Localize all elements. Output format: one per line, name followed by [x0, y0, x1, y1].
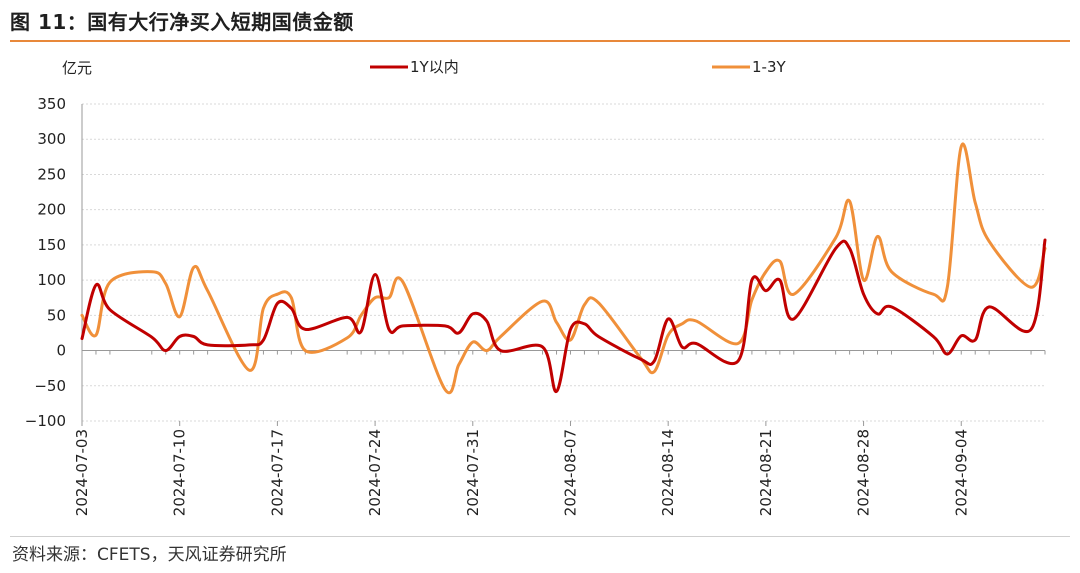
- legend-label: 1-3Y: [752, 58, 786, 76]
- legend-label: 1Y以内: [410, 58, 459, 76]
- y-axis-label: 亿元: [62, 59, 92, 77]
- legend: 1Y以内 1-3Y: [370, 58, 786, 76]
- y-tick-label: 350: [37, 95, 66, 113]
- x-tick-label: 2024-08-07: [561, 429, 579, 516]
- y-axis-ticks: 350 300 250 200 150 100 50 0 −50 −100: [25, 95, 66, 430]
- series-line-1y: [80, 238, 1047, 393]
- y-tick-label: −50: [34, 377, 66, 395]
- y-tick-label: 100: [37, 271, 66, 289]
- gridlines: [82, 103, 1045, 422]
- x-tick-label: 2024-07-03: [73, 429, 91, 516]
- y-tick-label: 250: [37, 165, 66, 183]
- y-tick-label: 150: [37, 236, 66, 254]
- zero-axis: [81, 104, 1046, 421]
- y-tick-label: 50: [47, 306, 66, 324]
- figure-title: 图 11：国有大行净买入短期国债金额: [10, 10, 354, 34]
- x-tick-label: 2024-07-17: [268, 429, 286, 516]
- series-lines: [80, 142, 1047, 394]
- x-tick-label: 2024-08-28: [855, 429, 873, 516]
- x-tick-label: 2024-09-04: [952, 429, 970, 516]
- x-tick-label: 2024-07-31: [464, 429, 482, 516]
- x-tick-label: 2024-07-24: [366, 429, 384, 516]
- title-divider: [10, 40, 1070, 42]
- y-tick-label: 300: [37, 130, 66, 148]
- y-tick-label: −100: [25, 412, 66, 430]
- x-tick-label: 2024-08-14: [659, 429, 677, 516]
- x-tick-label: 2024-07-10: [171, 429, 189, 516]
- x-tick-label: 2024-08-21: [757, 429, 775, 516]
- x-axis-ticks: 2024-07-03 2024-07-10 2024-07-17 2024-07-24…: [73, 421, 970, 516]
- y-tick-label: 0: [56, 342, 66, 360]
- y-tick-label: 200: [37, 201, 66, 219]
- source-divider: [10, 536, 1070, 537]
- source-note: 资料来源：CFETS，天风证券研究所: [12, 545, 287, 565]
